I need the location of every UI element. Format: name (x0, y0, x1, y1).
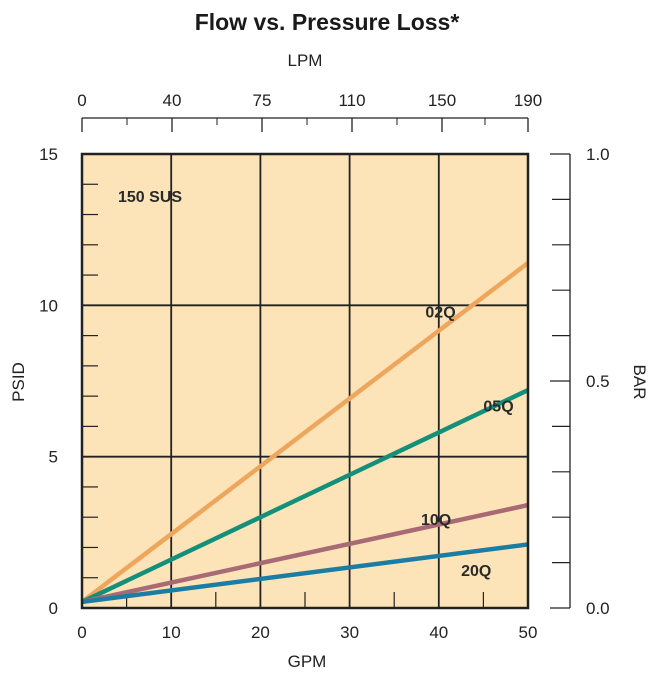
top-axis: 0 40 75 110 150 190 (77, 91, 542, 132)
top-tick-label: 110 (338, 91, 365, 110)
y-tick-label: 10 (39, 296, 58, 315)
top-axis-title: LPM (288, 51, 323, 70)
chart-title: Flow vs. Pressure Loss* (195, 9, 460, 35)
right-tick-label: 0.0 (586, 599, 610, 618)
x-tick-label: 20 (251, 623, 270, 642)
series-label-10q: 10Q (421, 512, 451, 529)
series-line-02q (80, 261, 530, 604)
y-axis-title: PSID (9, 362, 28, 402)
right-axis-title: BAR (630, 365, 649, 400)
plot-area (82, 154, 528, 608)
y-tick-labels: 0 5 10 15 (39, 145, 58, 618)
top-tick-label: 0 (77, 91, 86, 110)
top-tick-label: 75 (253, 91, 272, 110)
x-tick-label: 10 (162, 623, 181, 642)
series-line-05q (81, 388, 529, 604)
right-tick-label: 1.0 (586, 145, 610, 164)
x-tick-label: 0 (77, 623, 86, 642)
series-labels: 02Q 05Q 10Q 20Q (421, 304, 514, 580)
series-label-05q: 05Q (483, 398, 513, 415)
x-tick-labels: 0 10 20 30 40 50 (77, 623, 537, 642)
viscosity-annotation: 150 SUS (118, 189, 182, 206)
series-lines (80, 261, 530, 605)
series-line-20q (81, 542, 529, 605)
minor-ticks (82, 183, 484, 608)
top-tick-label: 150 (428, 91, 456, 110)
y-tick-label: 5 (49, 448, 58, 467)
y-tick-label: 15 (39, 145, 58, 164)
y-tick-label: 0 (49, 599, 58, 618)
right-axis: 0.0 0.5 1.0 (550, 145, 610, 618)
series-line-10q (81, 502, 529, 605)
x-tick-label: 30 (340, 623, 359, 642)
top-tick-label: 190 (514, 91, 542, 110)
x-tick-label: 40 (429, 623, 448, 642)
top-tick-label: 40 (163, 91, 182, 110)
plot-frame (80, 152, 530, 610)
x-tick-label: 50 (519, 623, 538, 642)
x-axis-title: GPM (288, 652, 327, 671)
series-label-02q: 02Q (425, 304, 455, 321)
series-label-20q: 20Q (461, 563, 491, 580)
right-tick-label: 0.5 (586, 372, 610, 391)
